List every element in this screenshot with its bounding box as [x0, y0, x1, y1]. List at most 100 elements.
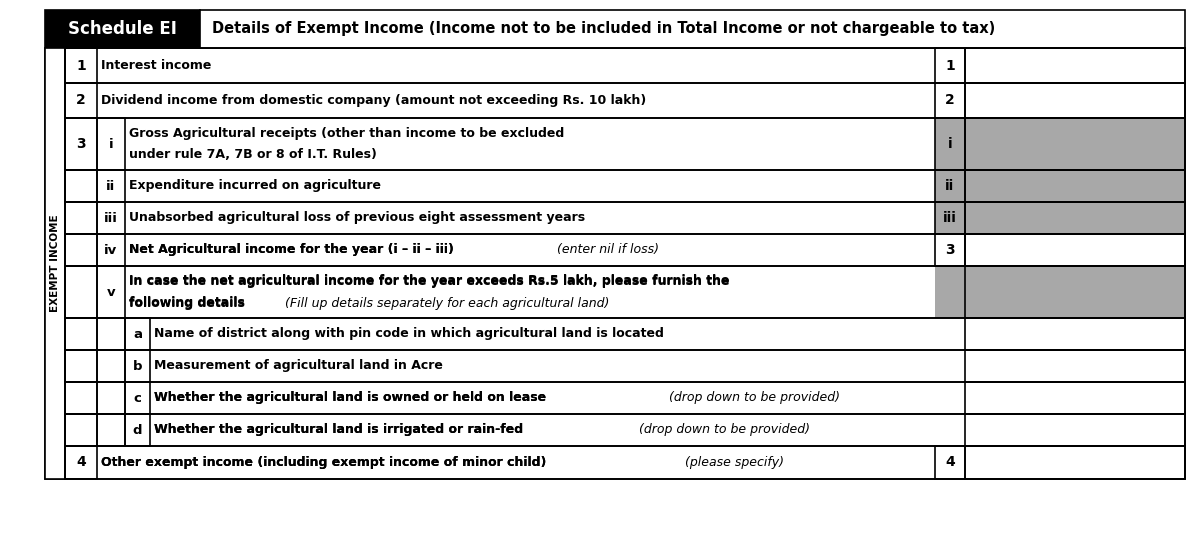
Text: Whether the agricultural land is irrigated or rain-fed: Whether the agricultural land is irrigat… — [154, 424, 527, 437]
Text: Details of Exempt Income (Income not to be included in Total Income or not charg: Details of Exempt Income (Income not to … — [212, 21, 995, 36]
Text: Whether the agricultural land is irrigated or rain-fed: Whether the agricultural land is irrigat… — [154, 424, 527, 437]
Text: Other exempt income (including exempt income of minor child): Other exempt income (including exempt in… — [102, 456, 551, 469]
Bar — [65, 318, 1185, 350]
Bar — [65, 382, 1185, 414]
Text: (drop down to be provided): (drop down to be provided) — [639, 424, 810, 437]
Text: iii: iii — [943, 211, 957, 225]
Text: i: i — [109, 137, 114, 150]
Text: EXEMPT INCOME: EXEMPT INCOME — [50, 215, 60, 312]
Bar — [65, 266, 97, 318]
Text: 2: 2 — [76, 94, 86, 108]
Text: i: i — [948, 137, 952, 151]
Bar — [65, 234, 1185, 266]
Text: (drop down to be provided): (drop down to be provided) — [669, 392, 840, 404]
Bar — [934, 170, 966, 202]
Text: following details: following details — [129, 297, 250, 310]
Text: Dividend income from domestic company (amount not exceeding Rs. 10 lakh): Dividend income from domestic company (a… — [102, 94, 646, 107]
Bar — [97, 414, 125, 446]
Bar — [45, 48, 1185, 479]
Text: (Fill up details separately for each agricultural land): (Fill up details separately for each agr… — [286, 297, 609, 310]
Text: Unabsorbed agricultural loss of previous eight assessment years: Unabsorbed agricultural loss of previous… — [129, 211, 586, 225]
Text: b: b — [133, 360, 142, 372]
Bar — [934, 266, 1185, 318]
Text: Gross Agricultural receipts (other than income to be excluded: Gross Agricultural receipts (other than … — [129, 127, 564, 140]
Bar — [97, 350, 125, 382]
Text: 1: 1 — [76, 58, 86, 73]
Bar — [97, 118, 125, 170]
Text: 3: 3 — [945, 243, 955, 257]
Bar — [65, 234, 97, 266]
Bar — [966, 382, 1185, 414]
Text: iv: iv — [104, 243, 117, 256]
Bar — [966, 48, 1185, 83]
Bar — [934, 202, 966, 234]
Bar — [934, 118, 966, 170]
Bar — [966, 350, 1185, 382]
Bar — [65, 202, 1185, 234]
Text: Name of district along with pin code in which agricultural land is located: Name of district along with pin code in … — [154, 327, 664, 340]
Bar — [45, 10, 200, 48]
Text: 2: 2 — [945, 94, 955, 108]
Bar — [97, 234, 125, 266]
Text: ii: ii — [106, 180, 116, 193]
Bar — [966, 83, 1185, 118]
Bar — [966, 266, 1185, 318]
Bar — [65, 350, 1185, 382]
Bar — [934, 446, 966, 479]
Text: iii: iii — [104, 211, 118, 225]
Bar — [97, 170, 125, 202]
Bar — [65, 83, 1185, 118]
Text: following details: following details — [129, 296, 250, 309]
Text: Other exempt income (including exempt income of minor child): Other exempt income (including exempt in… — [102, 456, 551, 469]
Bar — [65, 48, 97, 83]
Bar — [65, 414, 1185, 446]
Bar — [65, 118, 97, 170]
Text: In case the net agricultural income for the year exceeds Rs.5 lakh, please furni: In case the net agricultural income for … — [129, 275, 729, 288]
Text: under rule 7A, 7B or 8 of I.T. Rules): under rule 7A, 7B or 8 of I.T. Rules) — [129, 148, 376, 161]
Bar — [65, 83, 97, 118]
Text: 3: 3 — [76, 137, 86, 151]
Text: ii: ii — [945, 179, 955, 193]
Bar — [934, 118, 1185, 234]
Bar — [65, 48, 1185, 83]
Bar — [200, 10, 1185, 48]
Bar — [125, 382, 151, 414]
Bar — [934, 83, 966, 118]
Text: Interest income: Interest income — [102, 59, 212, 72]
Bar — [966, 446, 1185, 479]
Bar — [97, 382, 125, 414]
Bar — [65, 446, 1185, 479]
Text: 1: 1 — [945, 58, 955, 73]
Text: c: c — [134, 392, 141, 404]
Bar — [966, 234, 1185, 266]
Bar — [966, 318, 1185, 350]
Bar — [966, 202, 1185, 234]
Bar — [65, 170, 97, 202]
Text: Whether the agricultural land is owned or held on lease: Whether the agricultural land is owned o… — [154, 392, 551, 404]
Bar — [125, 318, 151, 350]
Bar — [65, 170, 1185, 202]
Text: In case the net agricultural income for the year exceeds Rs.5 lakh, please furni: In case the net agricultural income for … — [129, 274, 729, 287]
Bar — [125, 414, 151, 446]
Bar — [934, 48, 966, 83]
Text: Expenditure incurred on agriculture: Expenditure incurred on agriculture — [129, 180, 381, 193]
Text: d: d — [133, 424, 142, 437]
Bar — [97, 318, 125, 350]
Bar — [65, 382, 97, 414]
Text: v: v — [106, 286, 115, 299]
Bar — [97, 202, 125, 234]
Text: Net Agricultural income for the year (i – ii – iii): Net Agricultural income for the year (i … — [129, 243, 458, 256]
Bar — [65, 266, 1185, 318]
Text: Measurement of agricultural land in Acre: Measurement of agricultural land in Acre — [154, 360, 443, 372]
Text: 4: 4 — [76, 455, 86, 470]
Bar — [65, 202, 97, 234]
Text: a: a — [133, 327, 142, 340]
Bar — [65, 446, 97, 479]
Bar — [65, 414, 97, 446]
Bar — [65, 350, 97, 382]
Bar — [966, 414, 1185, 446]
Text: (enter nil if loss): (enter nil if loss) — [557, 243, 658, 256]
Bar — [65, 318, 97, 350]
Bar — [125, 350, 151, 382]
Bar — [934, 234, 966, 266]
